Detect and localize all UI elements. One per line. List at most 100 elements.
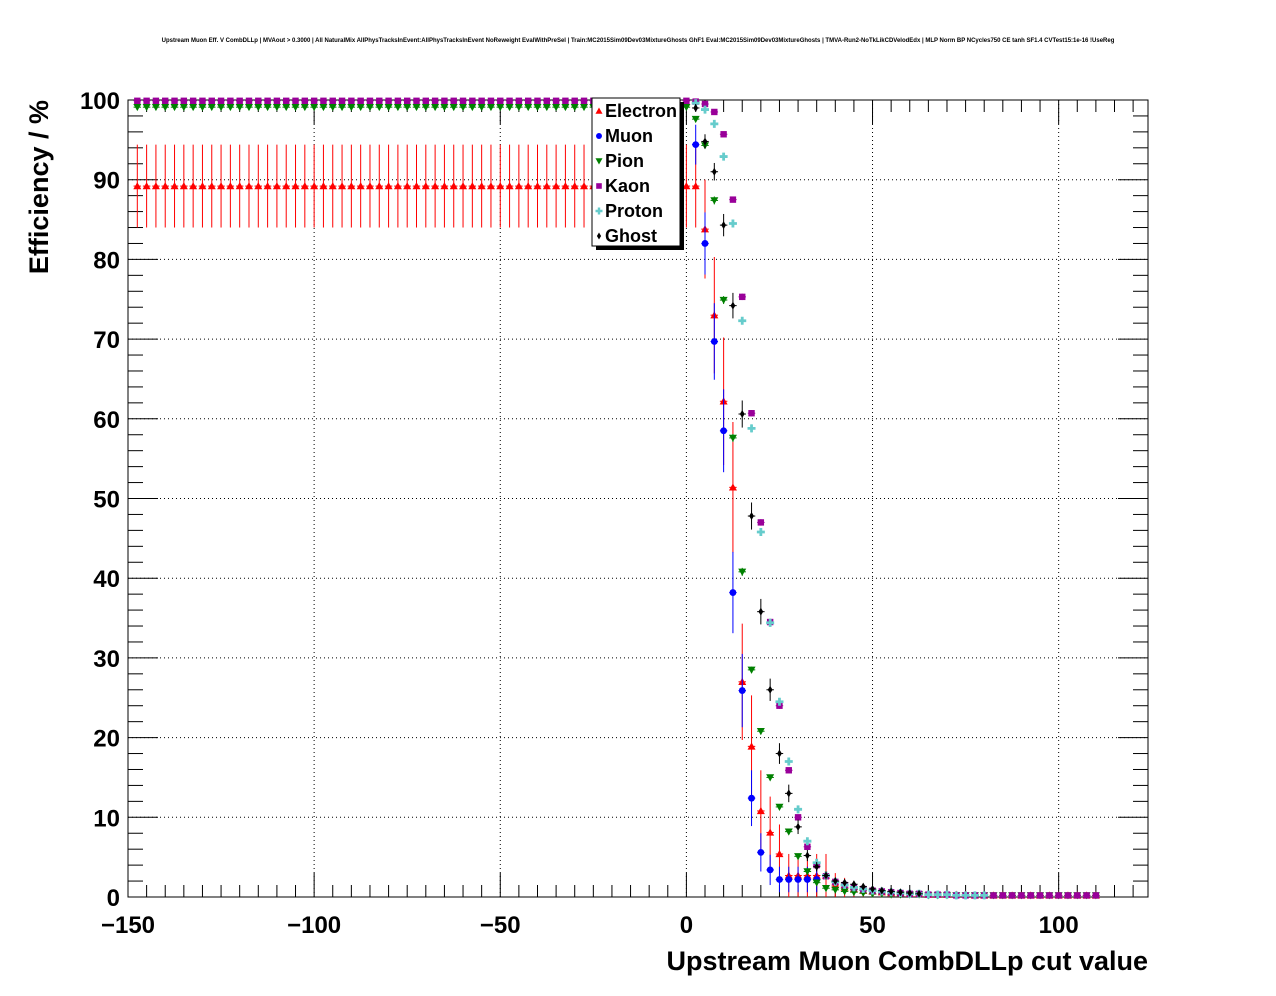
- pion-point: [384, 103, 393, 112]
- kaon-point: [422, 97, 430, 104]
- pion-point: [738, 568, 747, 576]
- legend-marker-kaon: [596, 183, 602, 189]
- kaon-point: [450, 97, 457, 104]
- pion-point: [347, 103, 356, 112]
- pion-point: [198, 103, 207, 112]
- pion-point: [533, 103, 542, 112]
- pion-point: [821, 885, 830, 893]
- electron-point: [133, 182, 142, 190]
- muon-point: [803, 876, 811, 883]
- legend-marker-proton: [595, 207, 603, 215]
- pion-point: [403, 103, 412, 112]
- kaon-point: [683, 97, 690, 104]
- ghost-point: [842, 878, 848, 887]
- kaon-point: [301, 97, 309, 104]
- pion-point: [133, 103, 142, 112]
- legend-label-muon: Muon: [605, 126, 653, 146]
- pion-point: [747, 666, 756, 674]
- electron-point: [235, 182, 244, 190]
- legend-label-ghost: Ghost: [605, 226, 657, 246]
- kaon-point: [217, 97, 225, 104]
- proton-point: [961, 891, 970, 900]
- kaon-point: [403, 97, 411, 104]
- y-tick-label: 80: [93, 247, 120, 274]
- pion-point: [319, 103, 328, 112]
- pion-point: [710, 197, 719, 205]
- kaon-point: [273, 97, 281, 104]
- y-tick-label: 20: [93, 726, 120, 753]
- pion-point: [356, 103, 365, 112]
- ghost-point: [907, 889, 913, 898]
- kaon-point: [338, 97, 346, 104]
- kaon-point: [999, 892, 1007, 899]
- kaon-point: [227, 97, 234, 104]
- ghost-point: [916, 889, 922, 898]
- x-tick-label: −50: [480, 912, 521, 939]
- proton-point: [794, 805, 803, 814]
- pion-point: [365, 103, 374, 112]
- kaon-point: [562, 97, 569, 104]
- muon-point: [738, 687, 746, 694]
- kaon-point: [524, 97, 532, 104]
- electron-point: [356, 182, 365, 190]
- electron-point: [244, 182, 253, 190]
- pion-point: [151, 103, 160, 112]
- legend-box: [591, 97, 681, 247]
- muon-point: [757, 848, 765, 856]
- pion-point: [300, 103, 309, 112]
- electron-point: [272, 182, 281, 190]
- proton-point: [719, 152, 728, 161]
- x-tick-label: −100: [287, 912, 341, 939]
- ghost-point: [693, 103, 699, 112]
- pion-point: [235, 103, 244, 112]
- kaon-point: [794, 814, 802, 821]
- kaon-point: [236, 97, 243, 104]
- kaon-point: [757, 519, 765, 526]
- legend-marker-electron: [595, 107, 603, 114]
- pion-point: [328, 103, 337, 112]
- kaon-point: [143, 97, 150, 104]
- series-electron: [133, 144, 1100, 899]
- electron-point: [198, 182, 207, 190]
- electron-point: [459, 182, 468, 190]
- ghost-point: [758, 607, 764, 616]
- pion-point: [338, 103, 347, 112]
- proton-point: [924, 890, 933, 899]
- kaon-point: [245, 97, 253, 104]
- kaon-point: [748, 410, 755, 417]
- pion-point: [254, 103, 263, 112]
- electron-point: [682, 182, 691, 190]
- x-tick-label: −150: [101, 912, 155, 939]
- pion-point: [505, 103, 514, 112]
- kaon-point: [264, 97, 271, 104]
- muon-point: [701, 240, 709, 247]
- electron-point: [431, 182, 440, 190]
- kaon-point: [1046, 892, 1053, 899]
- kaon-point: [171, 97, 178, 104]
- electron-point: [440, 182, 449, 190]
- pion-point: [561, 103, 570, 112]
- kaon-point: [1018, 892, 1025, 899]
- electron-point: [319, 182, 328, 190]
- ghost-point: [749, 512, 754, 521]
- electron-point: [291, 182, 300, 190]
- proton-point: [952, 891, 961, 900]
- kaon-point: [552, 97, 560, 104]
- legend-label-kaon: Kaon: [605, 176, 650, 196]
- pion-point: [524, 103, 533, 112]
- ghost-point: [777, 749, 782, 758]
- electron-point: [254, 182, 263, 190]
- kaon-point: [413, 97, 420, 104]
- ghost-point: [870, 885, 875, 894]
- electron-point: [477, 182, 486, 190]
- electron-point: [691, 182, 700, 190]
- proton-point: [710, 119, 719, 128]
- pion-point: [803, 868, 812, 876]
- pion-point: [459, 103, 468, 112]
- ghost-point: [767, 685, 773, 694]
- kaon-point: [1083, 892, 1090, 899]
- electron-point: [421, 182, 430, 190]
- electron-point: [449, 182, 458, 190]
- electron-point: [347, 182, 356, 190]
- kaon-point: [506, 97, 513, 104]
